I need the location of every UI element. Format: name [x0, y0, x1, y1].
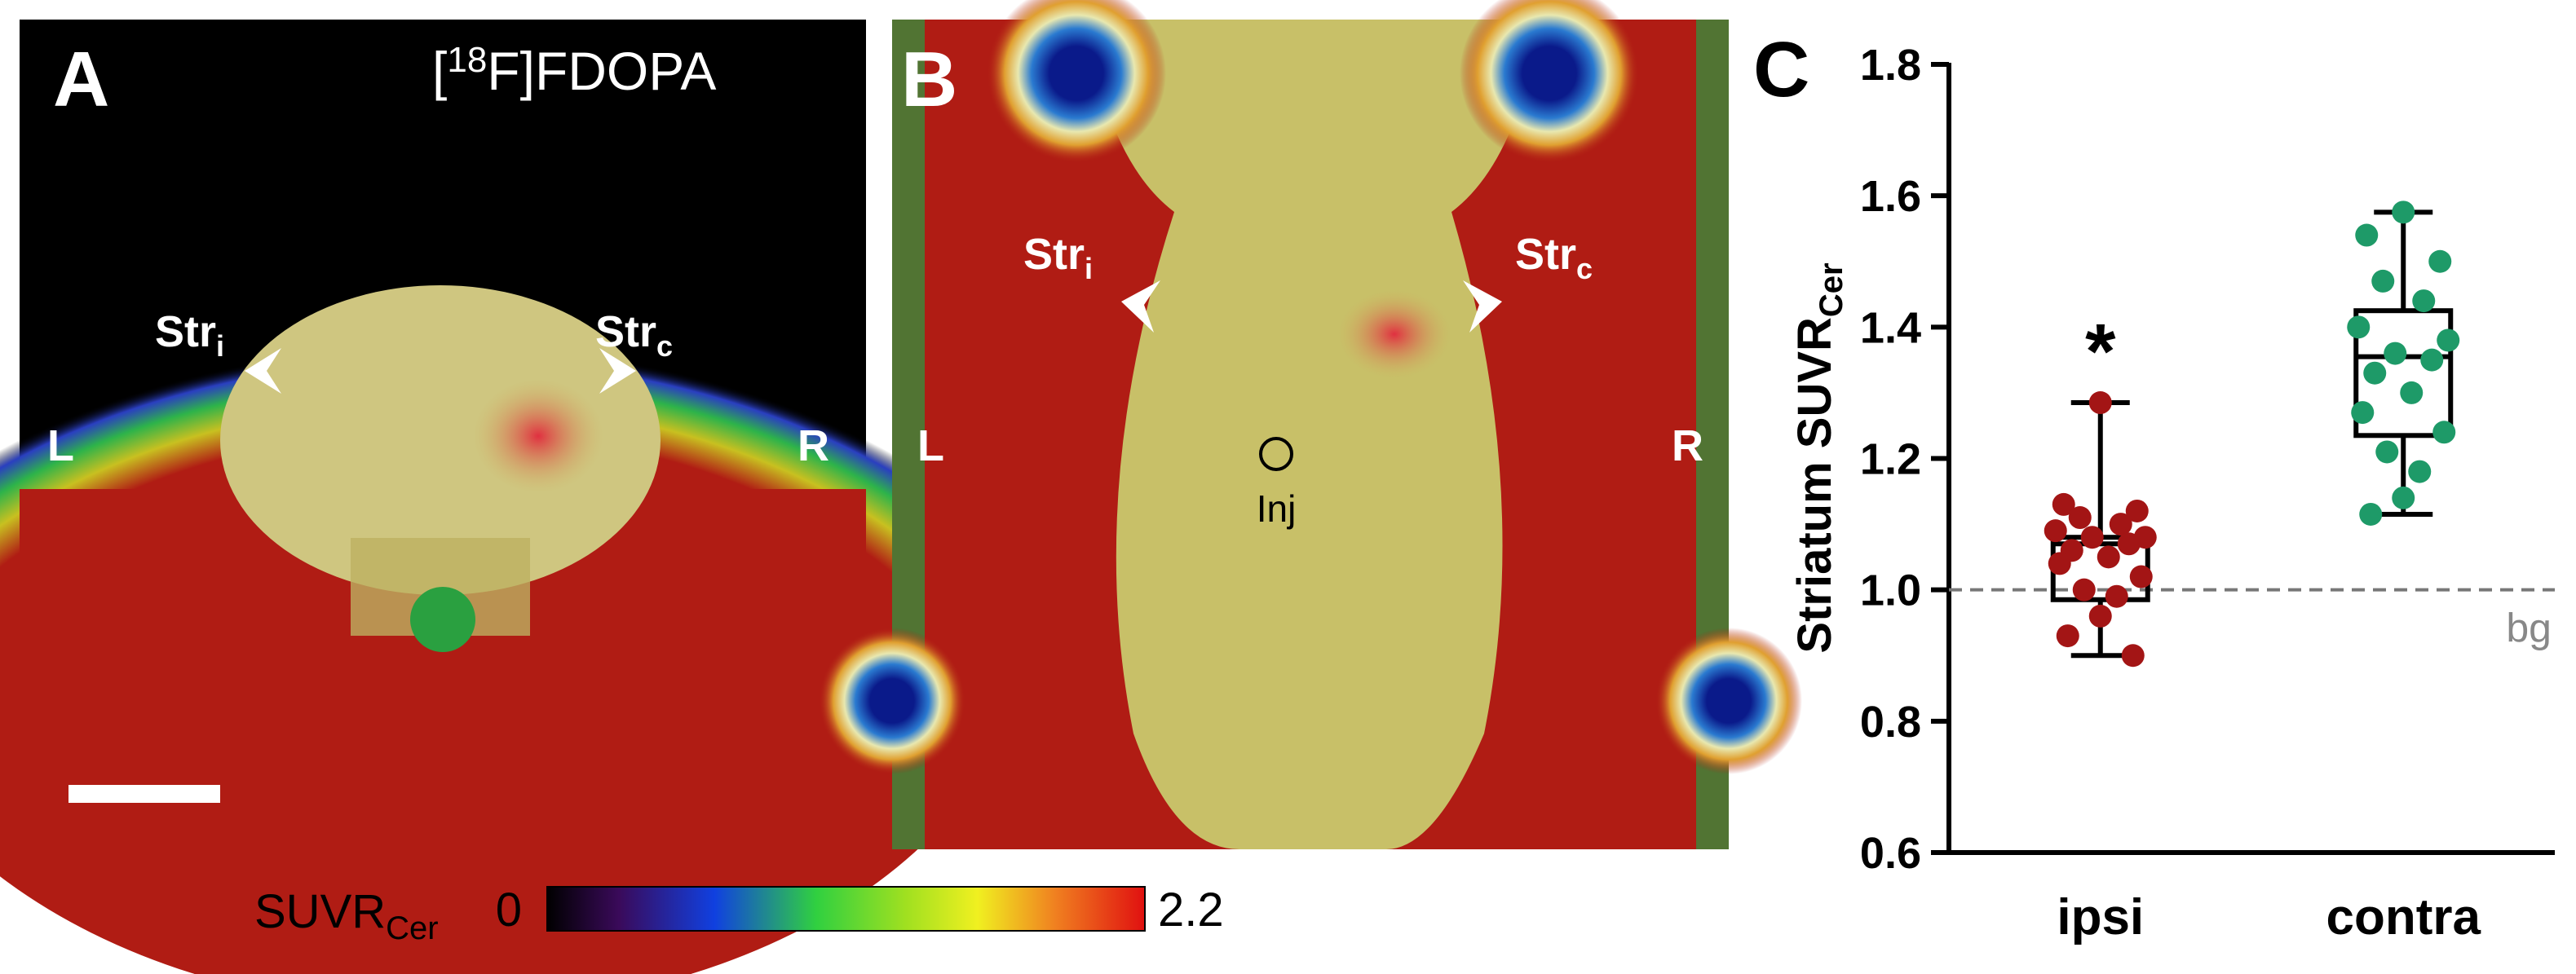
data-point: [2359, 502, 2383, 526]
data-point: [2109, 513, 2132, 536]
left-label: L: [917, 421, 944, 470]
data-point: [2044, 519, 2067, 543]
box: [2353, 308, 2454, 439]
data-point: [2412, 289, 2436, 313]
sub: i: [1085, 252, 1093, 285]
left-label: L: [47, 421, 74, 470]
data-point: [2363, 361, 2387, 385]
sub: Cer: [386, 910, 438, 946]
data-point: [2121, 644, 2145, 668]
y-tick-label: 1.6: [1860, 172, 1921, 221]
right-label: R: [1672, 421, 1703, 470]
panel-letter: A: [53, 36, 109, 123]
str-i-label: Stri: [1023, 230, 1093, 285]
panel-a: A [18F]FDOPA Stri Strc L R: [0, 20, 1030, 974]
y-tick-label: 0.8: [1860, 698, 1921, 747]
data-point: [2392, 201, 2415, 224]
data-point: [2400, 381, 2424, 404]
y-tick-label: 0.6: [1860, 829, 1921, 878]
sub: Cer: [1814, 262, 1849, 317]
data-point: [2371, 269, 2395, 293]
panel-b: B Stri Strc Inj L R: [819, 0, 1802, 849]
tracer-close: F]FDOPA: [487, 41, 716, 101]
significance-mark: *: [2085, 308, 2116, 395]
tracer-label: [18F]FDOPA: [432, 40, 716, 101]
y-tick-label: 1.2: [1860, 435, 1921, 484]
colorbar-ramp: [546, 886, 1146, 932]
colorbar-max: 2.2: [1158, 884, 1224, 937]
data-point: [2355, 223, 2379, 247]
str: Str: [1515, 230, 1576, 279]
sub: c: [1576, 252, 1593, 285]
y-tick-label: 1.0: [1860, 566, 1921, 615]
label: Striatum SUVR: [1788, 317, 1841, 654]
data-point: [2408, 460, 2432, 483]
panel-letter: B: [901, 36, 957, 123]
str: Str: [595, 307, 656, 356]
data-point: [2432, 421, 2456, 444]
colorbar-label: SUVRCer: [254, 885, 439, 946]
data-point: [2088, 391, 2112, 415]
data-point: [2052, 492, 2075, 516]
label: SUVR: [254, 885, 386, 938]
right-label: R: [798, 421, 829, 470]
data-point: [2068, 506, 2092, 530]
str: Str: [1023, 230, 1085, 279]
x-tick-label: contra: [2326, 889, 2481, 945]
data-point: [2384, 342, 2407, 365]
str-i-label: Stri: [155, 307, 224, 363]
str: Str: [155, 307, 216, 356]
data-point: [2125, 499, 2149, 522]
x-tick-label: ipsi: [2057, 889, 2144, 945]
data-point: [2420, 348, 2444, 372]
data-point: [2105, 584, 2128, 608]
data-point: [2129, 565, 2153, 588]
y-tick-label: 1.4: [1860, 303, 1921, 352]
data-point: [2347, 315, 2371, 339]
panel-letter: C: [1753, 26, 1809, 113]
injection-label: Inj: [1257, 487, 1297, 530]
data-point: [2048, 552, 2071, 575]
colorbar-min: 0: [496, 884, 522, 937]
y-axis-label: Striatum SUVRCer: [1788, 262, 1849, 653]
colorbar: SUVRCer 0 2.2: [254, 884, 1224, 946]
data-point: [2117, 532, 2141, 556]
reference-label: bg: [2506, 606, 2552, 651]
data-point: [2375, 440, 2399, 464]
data-point: [2428, 249, 2452, 273]
sub: i: [216, 329, 224, 363]
data-point: [2088, 604, 2112, 628]
data-point: [2351, 401, 2375, 425]
data-point: [2097, 545, 2120, 569]
data-point: [2080, 526, 2104, 549]
sub: c: [656, 329, 673, 363]
data-point: [2072, 578, 2096, 602]
tracer-sup: 18: [447, 40, 487, 80]
data-point: [2437, 328, 2460, 352]
y-tick-label: 1.8: [1860, 41, 1921, 90]
data-point: [2392, 486, 2415, 509]
data-point: [2056, 624, 2079, 648]
str-c-label: Strc: [1515, 230, 1593, 285]
box-plot: C Striatum SUVRCer 0.6 0.8 1.0 1.2 1.4 1.6 1.8…: [1753, 26, 2555, 945]
str-c-label: Strc: [595, 307, 673, 363]
tracer-open: [: [432, 41, 447, 101]
